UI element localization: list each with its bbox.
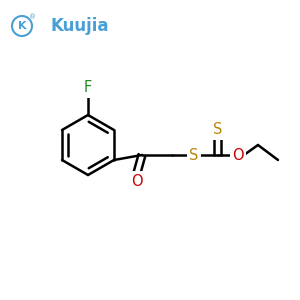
- Text: O: O: [232, 148, 244, 163]
- Text: K: K: [18, 21, 26, 31]
- Text: O: O: [131, 173, 143, 188]
- Text: F: F: [84, 80, 92, 95]
- Text: Kuujia: Kuujia: [50, 17, 109, 35]
- Text: S: S: [213, 122, 223, 137]
- Text: S: S: [189, 148, 199, 163]
- Text: ®: ®: [29, 14, 37, 20]
